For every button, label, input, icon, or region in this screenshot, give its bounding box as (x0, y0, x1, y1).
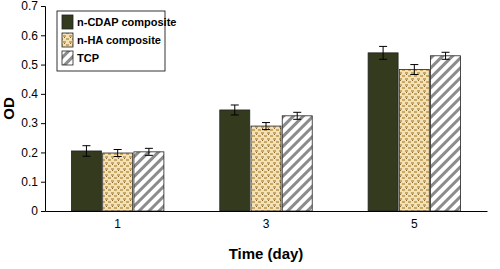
x-tick-label: 1 (114, 217, 121, 231)
error-bar (262, 123, 270, 130)
x-tick-label: 3 (263, 217, 270, 231)
y-tick-mark (41, 35, 45, 36)
y-axis-line (41, 7, 46, 212)
x-tick-label: 5 (411, 217, 418, 231)
y-tick: 0.4 (21, 87, 45, 101)
error-bar (231, 105, 239, 115)
y-tick-mark (41, 6, 45, 7)
y-tick: 0.1 (21, 175, 45, 189)
legend-swatch (62, 51, 73, 65)
bar (220, 110, 250, 211)
legend-label: n-CDAP composite (77, 16, 176, 28)
y-tick: 0.3 (21, 116, 45, 130)
bar (368, 53, 398, 211)
y-tick: 0 (31, 204, 45, 218)
legend: n-CDAP composite n-HA composite TCP (57, 11, 176, 71)
y-tick-label: 0.5 (21, 58, 38, 72)
bar (103, 153, 133, 211)
y-tick-label: 0.2 (21, 146, 38, 160)
y-tick-label: 0.1 (21, 175, 38, 189)
chart: 0 0.1 0.2 0.3 0.4 0.5 0.6 0.7 1 3 5 n-CDAP composit… (0, 0, 500, 269)
bar (399, 70, 429, 211)
y-axis: 0 0.1 0.2 0.3 0.4 0.5 0.6 0.7 (21, 0, 45, 218)
x-tick: 5 (411, 211, 418, 231)
x-axis: 1 3 5 (46, 211, 488, 231)
x-tick: 3 (263, 211, 270, 231)
error-bar (410, 65, 418, 75)
y-tick: 0.7 (21, 0, 45, 13)
x-axis-title: Time (day) (229, 245, 304, 262)
y-tick-label: 0.6 (21, 29, 38, 43)
error-bar (293, 112, 301, 119)
error-bar (114, 150, 122, 157)
y-tick-mark (41, 152, 45, 153)
bar (282, 116, 312, 211)
y-tick-mark (41, 182, 45, 183)
y-tick: 0.6 (21, 29, 45, 43)
y-tick-mark (41, 65, 45, 66)
error-bar (82, 146, 90, 157)
y-tick: 0.2 (21, 146, 45, 160)
legend-label: TCP (77, 52, 99, 64)
bar (251, 126, 281, 211)
x-axis-line (46, 211, 488, 212)
error-bar (442, 52, 450, 59)
y-tick-label: 0.7 (21, 0, 38, 13)
error-bar (379, 46, 387, 59)
y-tick-label: 0 (31, 204, 38, 218)
legend-label: n-HA composite (77, 34, 161, 46)
bar (71, 151, 101, 211)
y-tick-label: 0.3 (21, 116, 38, 130)
y-tick-mark (41, 94, 45, 95)
legend-swatch (62, 33, 73, 47)
error-bar (145, 148, 153, 155)
bar (134, 152, 164, 211)
bar (431, 56, 461, 211)
y-tick-mark (41, 211, 45, 212)
y-tick-mark (41, 123, 45, 124)
y-tick-label: 0.4 (21, 87, 38, 101)
y-axis-title: OD (0, 97, 17, 120)
y-tick: 0.5 (21, 58, 45, 72)
x-tick: 1 (114, 211, 121, 231)
plot: 0 0.1 0.2 0.3 0.4 0.5 0.6 0.7 1 3 5 n-CDAP composit… (21, 0, 487, 231)
legend-swatch (62, 15, 73, 29)
